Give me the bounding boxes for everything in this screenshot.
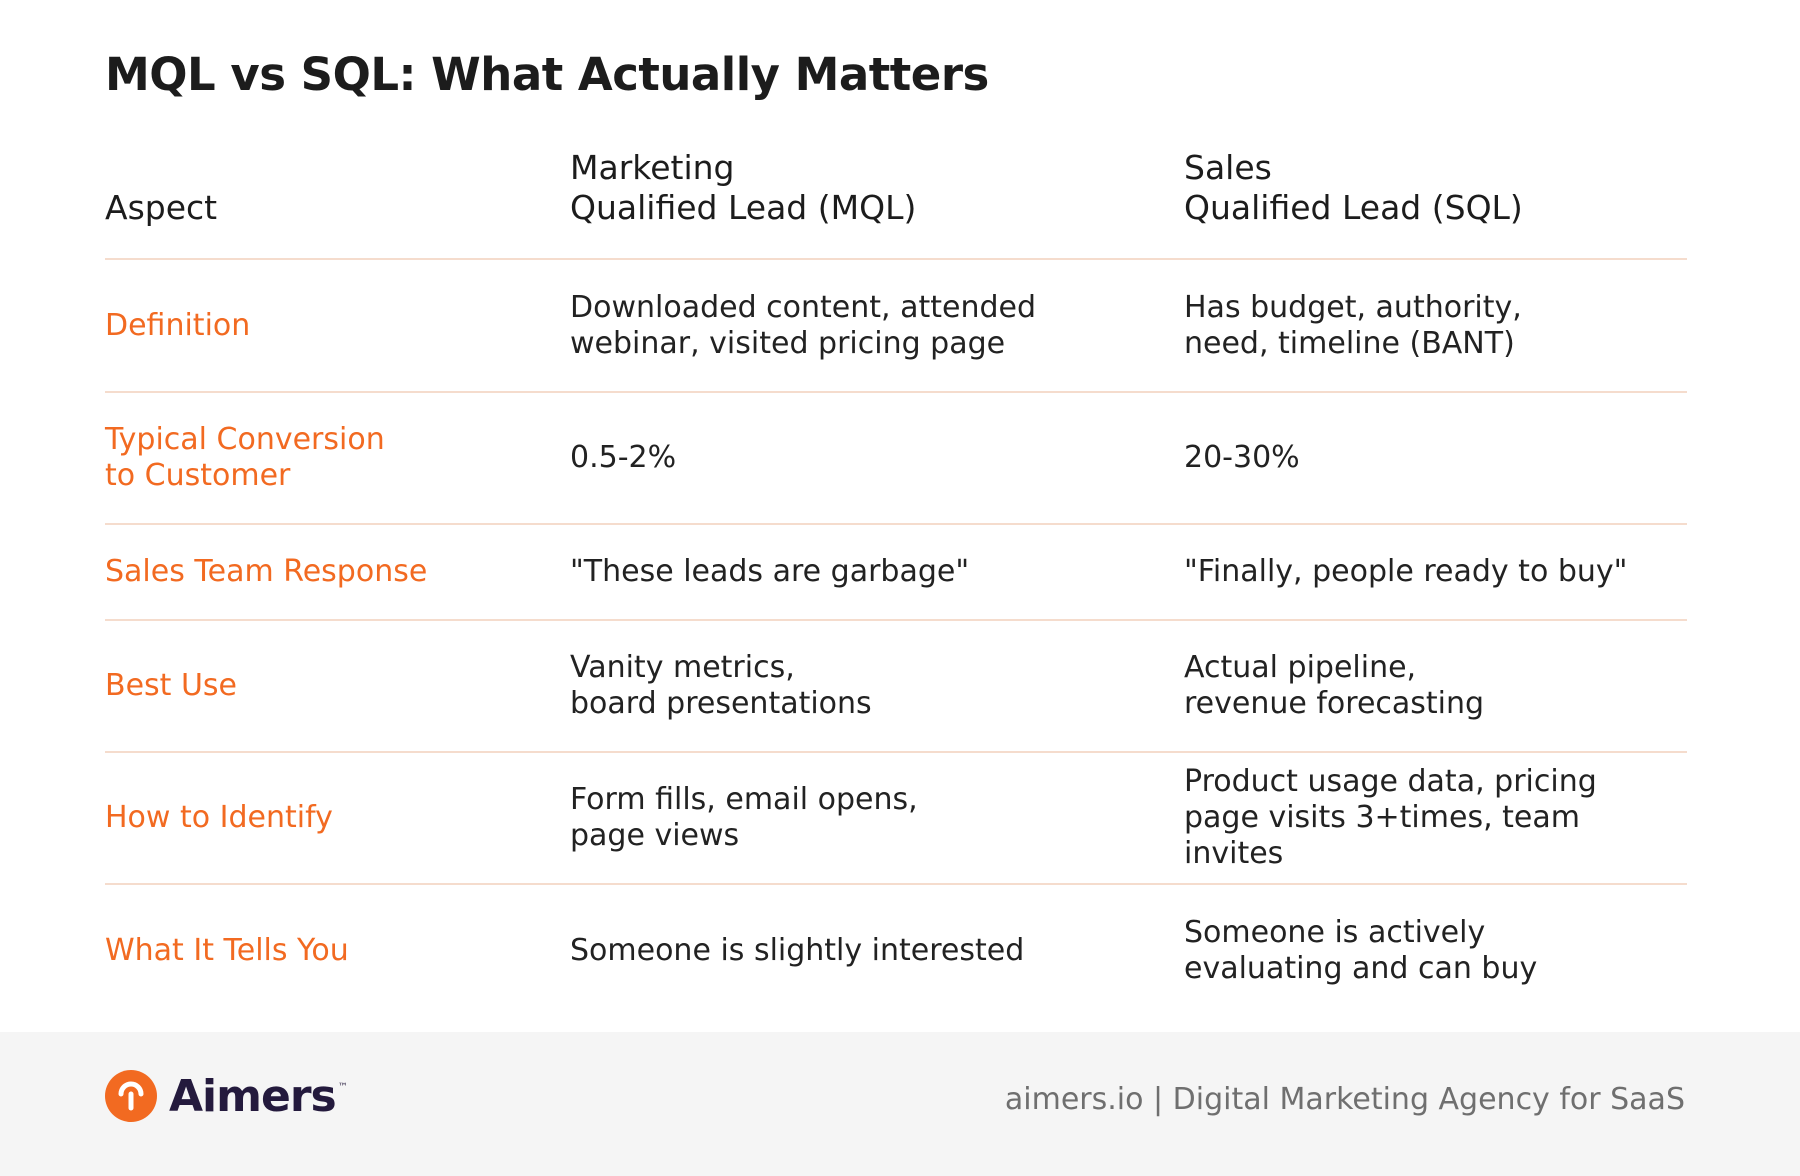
row-mql-value: 0.5-2% <box>570 440 677 475</box>
table-row: Typical Conversion to Customer 0.5-2% 20… <box>105 393 1687 525</box>
row-mql-value: Vanity metrics, board presentations <box>570 650 872 721</box>
row-sql-value: 20-30% <box>1184 440 1300 475</box>
row-aspect: Typical Conversion to Customer <box>105 422 385 493</box>
page-title: MQL vs SQL: What Actually Matters <box>105 48 989 101</box>
header-aspect: Aspect <box>105 188 218 227</box>
row-sql-value: Actual pipeline, revenue forecasting <box>1184 650 1485 721</box>
row-sql-value: "Finally, people ready to buy" <box>1184 554 1628 589</box>
table-header-row: Aspect Marketing Qualified Lead (MQL) Sa… <box>105 148 1687 260</box>
row-mql-value: Form fills, email opens, page views <box>570 782 918 853</box>
row-aspect: How to Identify <box>105 800 333 835</box>
row-aspect: What It Tells You <box>105 933 349 968</box>
logo-trademark: ™ <box>337 1082 348 1093</box>
footer: Aimers ™ aimers.io | Digital Marketing A… <box>0 1032 1800 1176</box>
row-aspect: Definition <box>105 307 251 343</box>
logo-text: Aimers <box>169 1070 337 1122</box>
table-row: How to Identify Form fills, email opens,… <box>105 753 1687 885</box>
header-sql: Sales Qualified Lead (SQL) <box>1184 148 1523 227</box>
row-aspect: Best Use <box>105 668 238 703</box>
table-row: Sales Team Response "These leads are gar… <box>105 525 1687 621</box>
comparison-table: Aspect Marketing Qualified Lead (MQL) Sa… <box>105 148 1687 1017</box>
row-aspect: Sales Team Response <box>105 554 428 589</box>
footer-tagline: aimers.io | Digital Marketing Agency for… <box>1004 1082 1685 1117</box>
row-mql-value: Someone is slightly interested <box>570 933 1025 968</box>
row-mql-value: "These leads are garbage" <box>570 554 970 589</box>
aimers-logo[interactable]: Aimers ™ <box>105 1070 348 1122</box>
aimers-logo-icon <box>105 1070 157 1122</box>
table-row: Definition Downloaded content, attended … <box>105 260 1687 393</box>
table-row: Best Use Vanity metrics, board presentat… <box>105 621 1687 753</box>
table-row: What It Tells You Someone is slightly in… <box>105 885 1687 1017</box>
row-sql-value: Has budget, authority, need, timeline (B… <box>1184 289 1522 361</box>
row-sql-value: Product usage data, pricing page visits … <box>1184 764 1597 871</box>
row-sql-value: Someone is actively evaluating and can b… <box>1184 915 1538 986</box>
row-mql-value: Downloaded content, attended webinar, vi… <box>570 289 1037 361</box>
header-mql: Marketing Qualified Lead (MQL) <box>570 148 917 227</box>
